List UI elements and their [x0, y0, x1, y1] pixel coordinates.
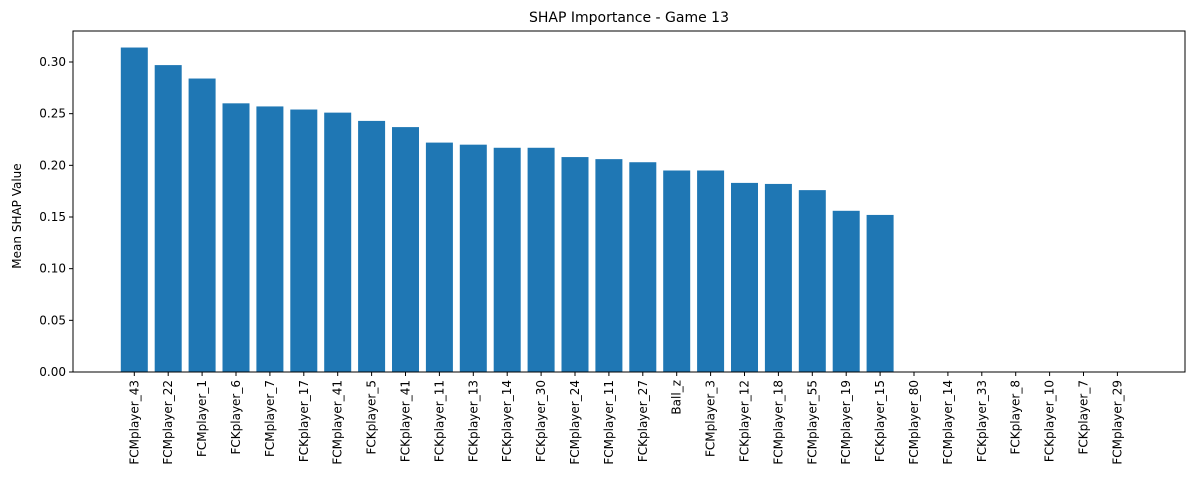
x-tick-label: FCKplayer_6 — [229, 380, 243, 455]
bar-FCKplayer_14 — [493, 147, 521, 372]
x-tick-label: FCMplayer_29 — [1110, 380, 1124, 465]
x-tick-label: FCKplayer_12 — [738, 380, 752, 462]
y-tick-label: 0.20 — [39, 158, 66, 172]
y-tick-label: 0.30 — [39, 55, 66, 69]
x-tick-label: FCMplayer_1 — [195, 380, 209, 457]
x-tick-label: FCKplayer_5 — [365, 380, 379, 455]
bar-FCKplayer_17 — [290, 109, 318, 372]
bar-FCKplayer_5 — [358, 120, 386, 373]
bar-FCMplayer_1 — [188, 78, 216, 372]
bar-FCKplayer_12 — [731, 182, 758, 372]
y-tick-label: 0.10 — [39, 262, 66, 276]
bar-FCMplayer_11 — [595, 159, 623, 372]
x-ticks-group: FCMplayer_43 FCMplayer_22 FCMplayer_1 FCKpl… — [127, 372, 1124, 465]
bar-FCMplayer_18 — [764, 183, 792, 372]
bar-FCMplayer_43 — [120, 47, 148, 372]
x-tick-label: FCMplayer_22 — [161, 380, 175, 465]
x-tick-label: FCKplayer_30 — [534, 380, 548, 462]
x-tick-label: FCKplayer_14 — [500, 380, 514, 462]
bar-FCMplayer_22 — [154, 65, 182, 372]
bars-group — [120, 47, 894, 373]
x-tick-label: FCMplayer_55 — [805, 380, 819, 465]
bar-FCKplayer_11 — [425, 142, 453, 372]
bar-Ball_z — [663, 170, 691, 372]
x-tick-label: FCKplayer_41 — [399, 380, 413, 462]
x-tick-label: FCMplayer_19 — [839, 380, 853, 465]
bar-FCKplayer_27 — [629, 162, 657, 372]
bar-FCKplayer_6 — [222, 103, 250, 372]
bar-FCMplayer_7 — [256, 106, 284, 373]
x-tick-label: FCKplayer_27 — [636, 380, 650, 462]
y-axis-label: Mean SHAP Value — [10, 163, 24, 268]
x-tick-label: FCKplayer_8 — [1009, 380, 1023, 455]
bar-FCKplayer_13 — [459, 144, 487, 372]
chart-title: SHAP Importance - Game 13 — [529, 10, 729, 26]
bar-FCKplayer_41 — [392, 127, 419, 372]
x-tick-label: FCMplayer_11 — [602, 380, 616, 465]
y-tick-label: 0.00 — [39, 365, 66, 379]
x-tick-label: FCMplayer_43 — [127, 380, 141, 465]
x-tick-label: FCMplayer_41 — [331, 380, 345, 465]
x-tick-label: FCMplayer_3 — [704, 380, 718, 457]
bar-FCMplayer_55 — [798, 190, 826, 372]
x-tick-label: FCKplayer_10 — [1043, 380, 1057, 462]
y-ticks-group: 0.00 0.05 0.10 0.15 0.20 0.25 0.30 — [39, 55, 73, 379]
bar-FCMplayer_19 — [832, 210, 860, 372]
x-tick-label: FCKplayer_13 — [466, 380, 480, 462]
x-tick-label: FCMplayer_14 — [941, 380, 955, 465]
y-tick-label: 0.15 — [39, 210, 66, 224]
x-tick-label: FCMplayer_80 — [907, 380, 921, 465]
x-tick-label: FCKplayer_7 — [1077, 380, 1091, 455]
bar-FCMplayer_24 — [561, 157, 589, 372]
bar-FCKplayer_15 — [866, 214, 894, 372]
x-tick-label: FCMplayer_24 — [568, 380, 582, 465]
bar-FCMplayer_3 — [697, 170, 725, 372]
x-tick-label: FCMplayer_18 — [771, 380, 785, 465]
x-tick-label: FCMplayer_7 — [263, 380, 277, 457]
y-tick-label: 0.05 — [39, 313, 66, 327]
bar-FCKplayer_30 — [527, 147, 555, 372]
x-tick-label: Ball_z — [670, 380, 684, 415]
y-tick-label: 0.25 — [39, 107, 66, 121]
x-tick-label: FCKplayer_33 — [975, 380, 989, 462]
x-tick-label: FCKplayer_17 — [297, 380, 311, 462]
bar-FCMplayer_41 — [324, 112, 352, 372]
x-tick-label: FCKplayer_11 — [432, 380, 446, 462]
plot-frame — [72, 30, 1186, 373]
x-tick-label: FCKplayer_15 — [873, 380, 887, 462]
